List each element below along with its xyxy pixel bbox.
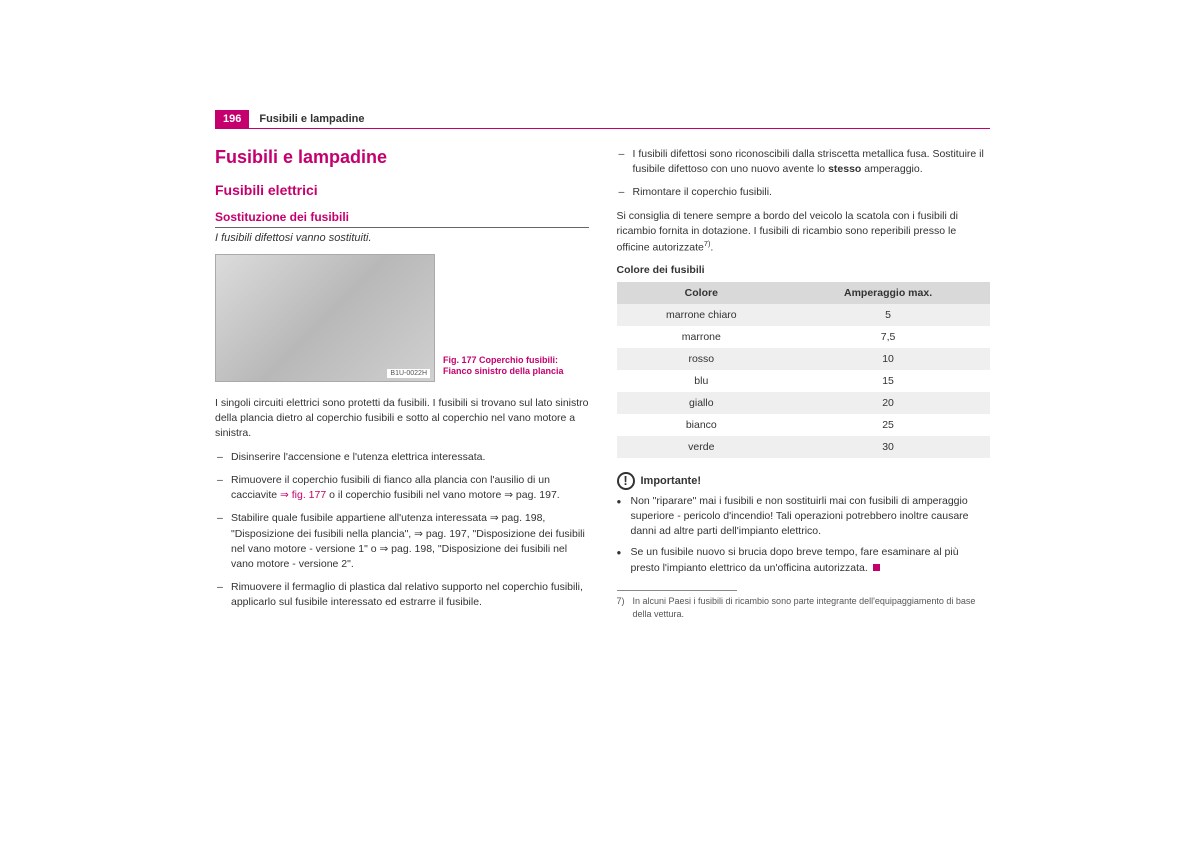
manual-page: 196 Fusibili e lampadine Fusibili e lamp… bbox=[215, 110, 990, 620]
footnote-mark: 7) bbox=[617, 595, 625, 608]
table-cell: bianco bbox=[617, 414, 787, 436]
list-item: Stabilire quale fusibile appartiene all'… bbox=[215, 511, 589, 572]
fuse-color-table: Colore Amperaggio max. marrone chiaro5 m… bbox=[617, 282, 991, 458]
table-cell: giallo bbox=[617, 392, 787, 414]
table-cell: marrone chiaro bbox=[617, 304, 787, 326]
instruction-list-cont: I fusibili difettosi sono riconoscibili … bbox=[617, 147, 991, 201]
table-cell: blu bbox=[617, 370, 787, 392]
footnote-separator bbox=[617, 590, 737, 591]
figure-caption-line2: Fianco sinistro della plancia bbox=[443, 366, 564, 376]
important-heading: ! Importante! bbox=[617, 472, 991, 490]
end-marker-icon bbox=[873, 564, 880, 571]
table-cell: 7,5 bbox=[786, 326, 990, 348]
table-cell: 30 bbox=[786, 436, 990, 458]
table-heading: Colore dei fusibili bbox=[617, 264, 991, 276]
header-section-title: Fusibili e lampadine bbox=[249, 110, 990, 129]
important-block: ! Importante! Non "riparare" mai i fusib… bbox=[617, 472, 991, 576]
list-item: Rimuovere il fermaglio di plastica dal r… bbox=[215, 580, 589, 610]
table-row: giallo20 bbox=[617, 392, 991, 414]
section-title: Fusibili elettrici bbox=[215, 182, 589, 198]
table-header: Amperaggio max. bbox=[786, 282, 990, 304]
table-header: Colore bbox=[617, 282, 787, 304]
important-label: Importante! bbox=[641, 475, 702, 487]
table-row: verde30 bbox=[617, 436, 991, 458]
list-item: Se un fusibile nuovo si brucia dopo brev… bbox=[617, 545, 991, 575]
list-item: Rimuovere il coperchio fusibili di fianc… bbox=[215, 473, 589, 503]
table-cell: rosso bbox=[617, 348, 787, 370]
table-row: marrone chiaro5 bbox=[617, 304, 991, 326]
figure-image bbox=[215, 254, 435, 382]
table-cell: 20 bbox=[786, 392, 990, 414]
table-row: blu15 bbox=[617, 370, 991, 392]
right-column: I fusibili difettosi sono riconoscibili … bbox=[617, 147, 991, 620]
intro-emphasis: I fusibili difettosi vanno sostituiti. bbox=[215, 232, 589, 244]
figure-caption: Fig. 177 Coperchio fusibili: Fianco sini… bbox=[443, 355, 573, 382]
footnote-ref: 7) bbox=[704, 239, 711, 248]
table-cell: 25 bbox=[786, 414, 990, 436]
list-item-text: Se un fusibile nuovo si brucia dopo brev… bbox=[631, 546, 959, 573]
content-columns: Fusibili e lampadine Fusibili elettrici … bbox=[215, 147, 990, 620]
list-item: Non "riparare" mai i fusibili e non sost… bbox=[617, 494, 991, 540]
page-number: 196 bbox=[215, 110, 249, 129]
footnote: 7) In alcuni Paesi i fusibili di ricambi… bbox=[617, 595, 991, 620]
instruction-list: Disinserire l'accensione e l'utenza elet… bbox=[215, 450, 589, 611]
footnote-text: In alcuni Paesi i fusibili di ricambio s… bbox=[633, 596, 976, 619]
table-row: bianco25 bbox=[617, 414, 991, 436]
list-item: Disinserire l'accensione e l'utenza elet… bbox=[215, 450, 589, 465]
table-cell: verde bbox=[617, 436, 787, 458]
important-list: Non "riparare" mai i fusibili e non sost… bbox=[617, 494, 991, 576]
chapter-title: Fusibili e lampadine bbox=[215, 147, 589, 168]
list-item: Rimontare il coperchio fusibili. bbox=[617, 185, 991, 200]
page-header: 196 Fusibili e lampadine bbox=[215, 110, 990, 129]
paragraph: I singoli circuiti elettrici sono protet… bbox=[215, 396, 589, 442]
subsection-title: Sostituzione dei fusibili bbox=[215, 210, 589, 228]
table-cell: 15 bbox=[786, 370, 990, 392]
table-row: marrone7,5 bbox=[617, 326, 991, 348]
figure-caption-line1: Fig. 177 Coperchio fusibili: bbox=[443, 355, 558, 365]
table-row: rosso10 bbox=[617, 348, 991, 370]
table-cell: marrone bbox=[617, 326, 787, 348]
figure-block: Fig. 177 Coperchio fusibili: Fianco sini… bbox=[215, 254, 589, 382]
list-item: I fusibili difettosi sono riconoscibili … bbox=[617, 147, 991, 177]
paragraph-text: Si consiglia di tenere sempre a bordo de… bbox=[617, 210, 958, 254]
table-cell: 5 bbox=[786, 304, 990, 326]
table-cell: 10 bbox=[786, 348, 990, 370]
paragraph: Si consiglia di tenere sempre a bordo de… bbox=[617, 209, 991, 256]
cross-ref: ⇒ fig. 177 bbox=[280, 489, 326, 501]
warning-icon: ! bbox=[617, 472, 635, 490]
left-column: Fusibili e lampadine Fusibili elettrici … bbox=[215, 147, 589, 620]
